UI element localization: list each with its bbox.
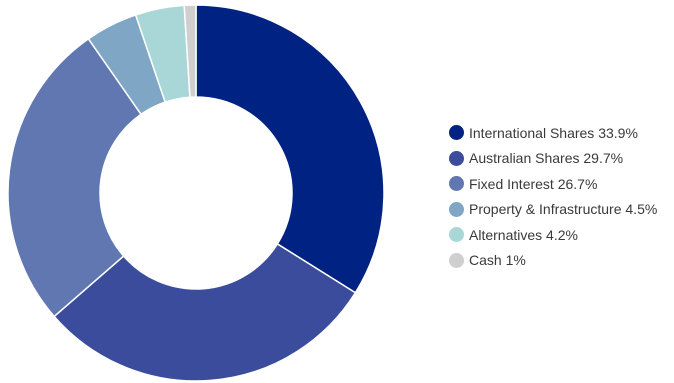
legend-item: Alternatives 4.2% [449, 222, 657, 248]
legend-label: Australian Shares 29.7% [469, 150, 624, 167]
legend-label: Fixed Interest 26.7% [469, 175, 598, 192]
legend-swatch [449, 201, 464, 217]
slice-international-shares [195, 4, 385, 294]
legend-label: International Shares 33.9% [469, 124, 638, 141]
legend-swatch [449, 252, 464, 268]
slice-australian-shares [53, 242, 357, 382]
legend-label: Alternatives 4.2% [469, 226, 578, 243]
slice-fixed-interest [7, 37, 143, 318]
legend-swatch [449, 125, 464, 141]
legend-item: Australian Shares 29.7% [449, 146, 657, 172]
legend-item: Cash 1% [449, 248, 657, 274]
legend-item: Property & Infrastructure 4.5% [449, 197, 657, 223]
legend-item: International Shares 33.9% [449, 120, 657, 146]
legend-label: Property & Infrastructure 4.5% [469, 201, 658, 218]
legend-item: Fixed Interest 26.7% [449, 171, 657, 197]
legend-swatch [449, 176, 464, 192]
chart-legend: International Shares 33.9% Australian Sha… [449, 120, 657, 273]
legend-swatch [449, 227, 464, 243]
legend-label: Cash 1% [469, 252, 526, 269]
slice-cash [183, 4, 197, 98]
legend-swatch [449, 150, 464, 166]
donut-chart [7, 4, 385, 382]
